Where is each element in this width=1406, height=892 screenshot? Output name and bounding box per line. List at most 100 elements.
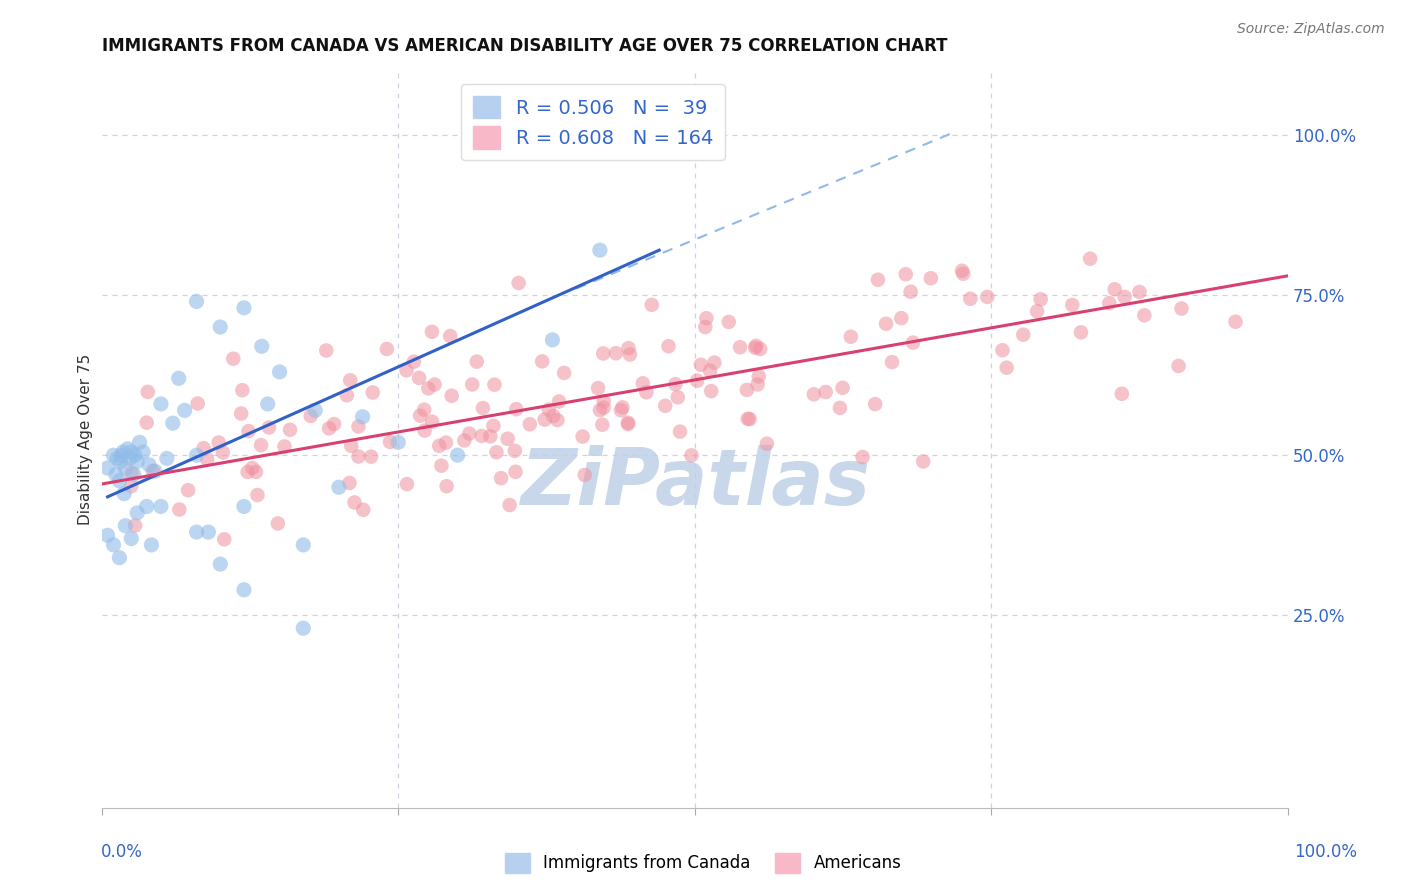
- Point: [831, 381, 853, 395]
- Point: [104, 467, 127, 482]
- Point: [699, 364, 721, 378]
- Point: [177, 483, 200, 498]
- Point: [124, 518, 146, 533]
- Point: [440, 389, 463, 403]
- Point: [863, 397, 886, 411]
- Point: [250, 438, 273, 452]
- Point: [135, 416, 157, 430]
- Point: [103, 538, 125, 552]
- Point: [96, 528, 118, 542]
- Point: [413, 402, 436, 417]
- Point: [508, 276, 530, 290]
- Point: [747, 377, 769, 392]
- Point: [1098, 296, 1121, 310]
- Point: [318, 421, 340, 435]
- Point: [738, 412, 761, 426]
- Point: [105, 451, 128, 466]
- Point: [108, 474, 131, 488]
- Point: [605, 346, 627, 360]
- Point: [122, 467, 145, 482]
- Point: [427, 439, 450, 453]
- Point: [339, 373, 361, 387]
- Point: [880, 355, 903, 369]
- Point: [420, 325, 443, 339]
- Point: [292, 538, 315, 552]
- Point: [728, 340, 751, 354]
- Point: [245, 465, 267, 479]
- Point: [695, 311, 717, 326]
- Point: [617, 341, 640, 355]
- Point: [828, 401, 851, 415]
- Point: [141, 538, 163, 552]
- Point: [959, 292, 981, 306]
- Point: [541, 333, 564, 347]
- Point: [120, 479, 142, 493]
- Point: [347, 450, 370, 464]
- Point: [641, 298, 664, 312]
- Point: [128, 435, 150, 450]
- Point: [127, 454, 149, 468]
- Point: [1062, 298, 1084, 312]
- Point: [187, 396, 209, 410]
- Point: [186, 525, 208, 540]
- Point: [240, 461, 263, 475]
- Point: [124, 448, 146, 462]
- Point: [589, 403, 612, 417]
- Point: [96, 461, 118, 475]
- Point: [413, 424, 436, 438]
- Text: 100.0%: 100.0%: [1294, 843, 1357, 861]
- Point: [571, 429, 593, 443]
- Point: [208, 435, 231, 450]
- Point: [912, 454, 935, 468]
- Point: [852, 450, 875, 464]
- Point: [233, 301, 256, 315]
- Point: [323, 417, 346, 431]
- Point: [315, 343, 337, 358]
- Point: [222, 351, 245, 366]
- Point: [136, 384, 159, 399]
- Point: [408, 371, 430, 385]
- Point: [950, 263, 973, 277]
- Point: [231, 383, 253, 397]
- Text: ZiPatlas: ZiPatlas: [520, 445, 870, 522]
- Point: [347, 419, 370, 434]
- Point: [537, 402, 560, 417]
- Point: [278, 423, 301, 437]
- Point: [343, 495, 366, 509]
- Point: [439, 329, 461, 343]
- Point: [361, 385, 384, 400]
- Point: [592, 401, 614, 415]
- Point: [995, 360, 1018, 375]
- Point: [546, 413, 568, 427]
- Point: [669, 425, 692, 439]
- Point: [256, 397, 278, 411]
- Point: [267, 516, 290, 531]
- Point: [387, 435, 409, 450]
- Point: [117, 442, 139, 456]
- Point: [737, 412, 759, 426]
- Point: [352, 503, 374, 517]
- Point: [121, 466, 143, 480]
- Point: [610, 403, 633, 417]
- Point: [110, 454, 132, 468]
- Point: [1070, 326, 1092, 340]
- Point: [167, 371, 190, 385]
- Point: [1012, 327, 1035, 342]
- Point: [112, 486, 135, 500]
- Point: [352, 409, 374, 424]
- Point: [114, 461, 136, 475]
- Point: [695, 320, 717, 334]
- Point: [156, 451, 179, 466]
- Point: [328, 480, 350, 494]
- Point: [1170, 301, 1192, 316]
- Point: [1029, 293, 1052, 307]
- Point: [592, 346, 614, 360]
- Point: [664, 377, 686, 392]
- Point: [195, 452, 218, 467]
- Point: [617, 416, 640, 430]
- Point: [269, 365, 291, 379]
- Point: [991, 343, 1014, 358]
- Point: [612, 401, 634, 415]
- Point: [233, 582, 256, 597]
- Point: [866, 273, 889, 287]
